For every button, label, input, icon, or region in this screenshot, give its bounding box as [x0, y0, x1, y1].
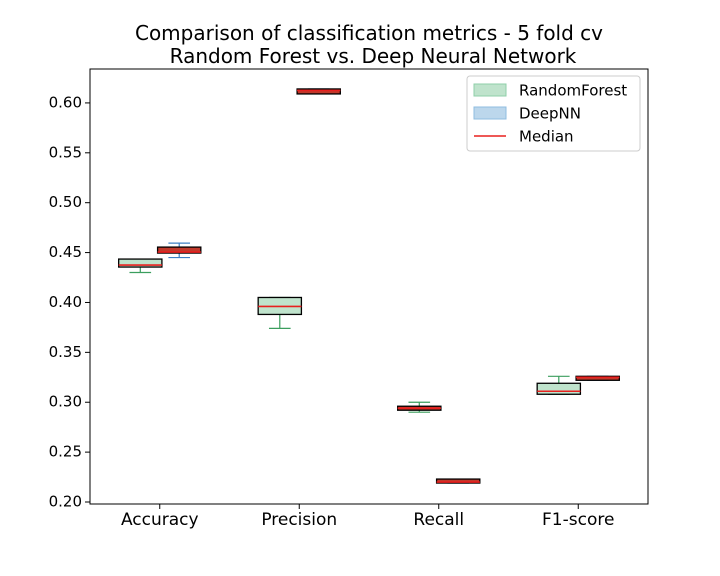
chart-title: Comparison of classification metrics - 5… — [135, 21, 603, 45]
y-tick-label: 0.50 — [49, 193, 82, 211]
box-deepnn-f1-score — [575, 375, 620, 381]
box-body — [156, 246, 202, 254]
box-body — [575, 375, 620, 381]
y-axis: 0.20 0.25 0.30 0.35 0.40 0.45 0.50 0.55 0.60 — [49, 93, 90, 511]
box-randomforest-recall — [397, 401, 442, 413]
box-deepnn-recall — [435, 478, 481, 484]
legend-swatch-randomforest — [473, 83, 507, 97]
y-tick-label: 0.60 — [49, 93, 82, 111]
chart-subtitle: Random Forest vs. Deep Neural Network — [170, 44, 577, 68]
box-body — [536, 382, 582, 395]
legend-label-randomforest: RandomForest — [519, 82, 627, 100]
x-axis: Accuracy Precision Recall F1-score — [121, 504, 614, 530]
box-deepnn-precision — [296, 88, 341, 95]
y-tick-label: 0.35 — [49, 343, 82, 361]
legend-label-median: Median — [519, 128, 574, 146]
box-deepnn-accuracy — [156, 242, 202, 259]
box-randomforest-f1-score — [536, 375, 582, 395]
y-tick-label: 0.20 — [49, 493, 82, 511]
y-tick-label: 0.45 — [49, 243, 82, 261]
y-tick-label: 0.55 — [49, 143, 82, 161]
legend-swatch-deepnn — [473, 106, 507, 120]
y-tick-label: 0.30 — [49, 393, 82, 411]
x-tick-label-f1-score: F1-score — [542, 510, 614, 530]
y-tick-label: 0.25 — [49, 443, 82, 461]
x-tick-label-accuracy: Accuracy — [121, 510, 199, 530]
plot-area — [118, 88, 620, 484]
x-tick-label-precision: Precision — [261, 510, 337, 530]
box-randomforest-precision — [257, 296, 303, 330]
box-body — [296, 88, 341, 95]
y-tick-label: 0.40 — [49, 293, 82, 311]
box-body — [118, 258, 163, 268]
axes-frame — [89, 68, 649, 505]
legend-label-deepnn: DeepNN — [519, 105, 581, 123]
x-tick-label-recall: Recall — [413, 510, 464, 530]
legend-frame — [466, 75, 641, 152]
box-body — [435, 478, 481, 484]
box-randomforest-accuracy — [118, 258, 163, 274]
legend: RandomForest DeepNN Median — [466, 75, 641, 152]
